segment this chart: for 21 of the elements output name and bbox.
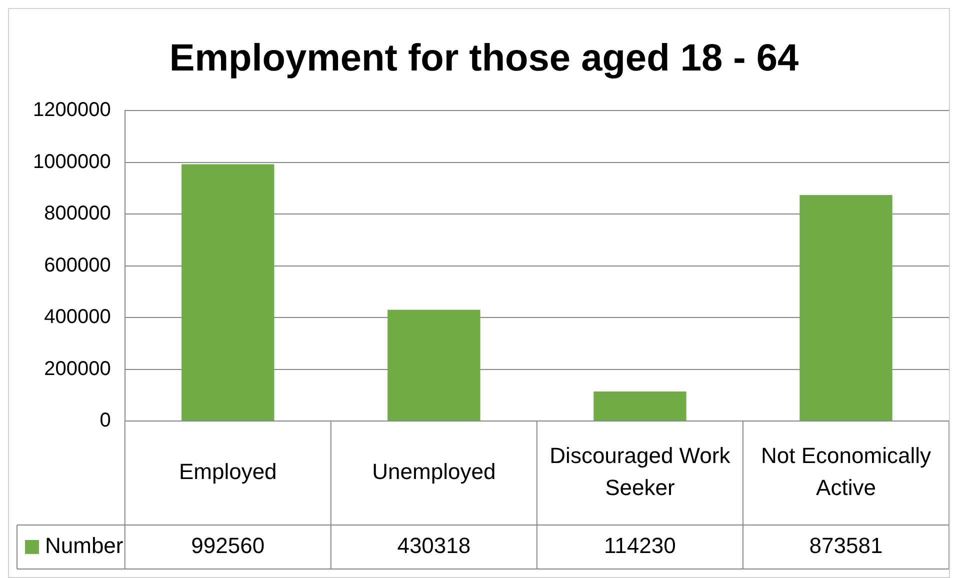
bar: [800, 195, 892, 420]
y-tick-label: 400000: [44, 306, 111, 328]
chart-title: Employment for those aged 18 - 64: [169, 37, 799, 80]
data-label: 873581: [809, 533, 883, 558]
x-tick-label: Employed: [178, 459, 277, 484]
y-tick-label: 200000: [44, 358, 111, 380]
y-tick-label: 1000000: [32, 150, 111, 173]
y-tick-label: 1200000: [32, 99, 111, 122]
bar: [182, 164, 274, 420]
data-label: 114230: [604, 533, 676, 558]
x-tick-label: Not Economically Active: [761, 443, 931, 500]
legend-label: Number: [45, 533, 124, 558]
data-label: 430318: [397, 533, 471, 558]
y-tick-label: 600000: [44, 254, 111, 276]
x-tick-label: Discouraged Work Seeker: [550, 443, 732, 500]
y-tick-label: 800000: [44, 202, 111, 225]
bar: [594, 391, 686, 420]
y-tick-label: 0: [100, 410, 111, 432]
bar: [388, 310, 480, 420]
data-label: 992560: [191, 533, 265, 558]
x-tick-label: Unemployed: [372, 459, 496, 484]
